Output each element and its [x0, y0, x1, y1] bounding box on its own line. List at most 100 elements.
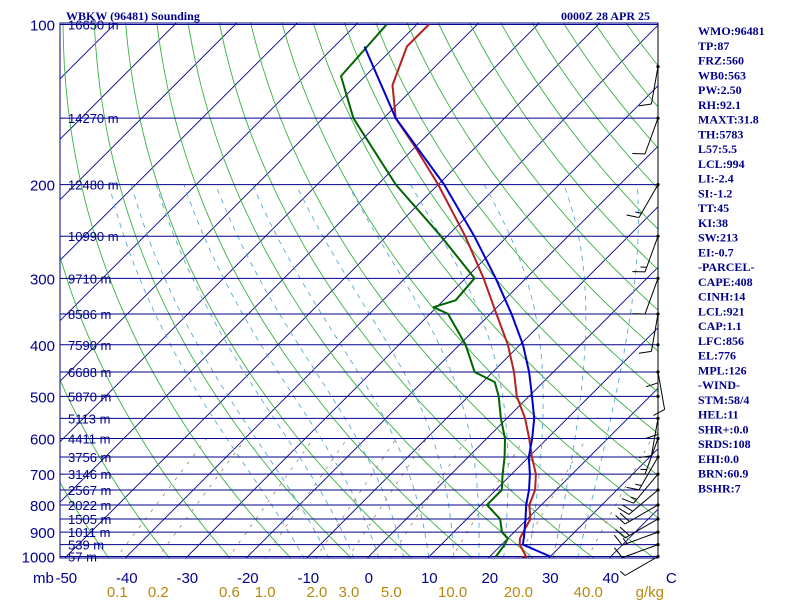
index-line: PW:2.50 — [698, 83, 742, 97]
index-line: CAPE:408 — [698, 275, 753, 289]
wind-barb — [638, 312, 660, 354]
temperature-tick-label: -40 — [116, 570, 138, 587]
wind-barb-dot — [656, 554, 660, 559]
wind-barb-feather — [645, 382, 659, 388]
wind-barb — [638, 65, 660, 107]
index-line: TH:5783 — [698, 127, 743, 141]
wind-barb-feather — [635, 211, 642, 214]
wind-barb — [617, 488, 660, 515]
parcel-trace — [363, 46, 551, 558]
mixing-ratio-tick-label: 0.1 — [107, 584, 128, 600]
wind-barb-shaft — [633, 473, 659, 504]
wind-barb — [614, 543, 660, 559]
isotherm-line — [427, 327, 658, 558]
index-line: MPL:126 — [698, 363, 747, 377]
index-line: LCL:994 — [698, 157, 745, 171]
temperature-tick-label: -50 — [55, 570, 77, 587]
height-label: 7590 m — [68, 338, 111, 353]
wind-barb-feather — [620, 570, 626, 576]
wind-barb-shaft — [650, 313, 659, 352]
dewpoint-profile — [340, 23, 509, 558]
isotherm-line — [60, 23, 540, 503]
wind-barb-feather — [645, 433, 659, 439]
wind-barb-dot — [656, 503, 660, 507]
wind-barb-feather — [615, 515, 626, 525]
index-line: STM:58/4 — [698, 393, 749, 407]
index-line: L57:5.5 — [698, 142, 737, 156]
wind-barb — [615, 503, 660, 525]
moist-adiabat-line — [552, 184, 587, 558]
height-label: 8586 m — [68, 307, 111, 322]
height-label: 2022 m — [68, 498, 111, 513]
moist-adiabat-line — [215, 184, 405, 558]
wind-barb-feather — [622, 538, 628, 544]
wind-barb-dot — [656, 276, 660, 280]
wind-barb-shaft — [638, 456, 659, 491]
axis-labels: 16650 m 14270 m 12480 m 10990 m 9710 m 8586 m… — [22, 18, 677, 600]
pressure-tick-label: 700 — [30, 467, 55, 484]
isotherm-line — [487, 387, 658, 558]
wind-barb-feather — [615, 529, 626, 539]
mixing-ratio-unit-label: g/kg — [636, 584, 664, 600]
wind-barb-shaft — [644, 118, 659, 155]
mixing-ratio-line — [587, 438, 653, 558]
height-label: 3756 m — [68, 450, 111, 465]
wind-barb — [614, 530, 660, 546]
dry-adiabat-line — [60, 255, 231, 558]
mixing-ratio-tick-label: 2.0 — [306, 584, 327, 600]
index-line: EI:-0.7 — [698, 245, 734, 259]
wind-barb — [632, 276, 660, 315]
wind-barb-feather — [638, 103, 652, 107]
wind-barb-shaft — [657, 371, 666, 410]
wind-barb-feather — [626, 486, 640, 491]
index-line: CINH:14 — [698, 290, 745, 304]
wind-barb-feather — [614, 547, 623, 558]
height-label: 2567 m — [68, 483, 111, 498]
wind-barb-feather — [614, 534, 623, 546]
wind-barb — [621, 472, 660, 504]
mixing-ratio-line — [227, 438, 314, 558]
header-left: WBKW (96481) Sounding — [66, 9, 200, 23]
wind-barb-dot — [656, 517, 660, 521]
index-line: FRZ:560 — [698, 54, 744, 68]
height-label: 9710 m — [68, 271, 111, 286]
temperature-tick-label: -10 — [297, 570, 319, 587]
wind-barb-dot — [656, 472, 660, 476]
index-line: MAXT:31.8 — [698, 113, 759, 127]
wind-barb — [632, 436, 660, 475]
wind-barb-dot — [656, 183, 660, 187]
wind-barb — [626, 183, 660, 219]
mixing-ratio-tick-label: 0.2 — [148, 584, 169, 600]
wind-barb — [632, 116, 660, 155]
wind-barbs — [614, 24, 666, 576]
pressure-tick-label: 900 — [30, 525, 55, 542]
moist-adiabat-line — [130, 184, 330, 558]
wind-barb-dot — [656, 116, 660, 120]
isotherm-line — [60, 23, 238, 201]
wind-barb-dot — [656, 234, 660, 238]
wind-barb-dot — [656, 455, 660, 459]
moist-adiabat-line — [347, 184, 480, 558]
pressure-tick-label: 800 — [30, 498, 55, 515]
moist-adiabat-line — [155, 184, 355, 558]
index-line: LI:-2.4 — [698, 172, 734, 186]
temperature-tick-label: 10 — [421, 570, 438, 587]
mixing-ratio-line — [115, 438, 208, 558]
wind-barb-feather — [635, 483, 642, 487]
wind-barb — [626, 455, 660, 491]
moist-adiabat-line — [410, 184, 509, 558]
index-line: KI:38 — [698, 216, 728, 230]
wind-barb-feather — [638, 350, 652, 354]
wind-barb-shaft — [644, 236, 659, 273]
wind-barb-dot — [656, 312, 660, 316]
wind-barb-feather — [653, 408, 665, 416]
index-line: BRN:60.9 — [698, 467, 748, 481]
isotherm-line — [60, 23, 480, 443]
wind-barb-feather — [630, 496, 637, 500]
wind-barb-feather — [619, 526, 630, 536]
isotherm-line — [245, 145, 658, 558]
wind-barb — [645, 394, 660, 439]
wind-barb-shaft — [644, 278, 659, 315]
pressure-tick-label: 200 — [30, 178, 55, 195]
